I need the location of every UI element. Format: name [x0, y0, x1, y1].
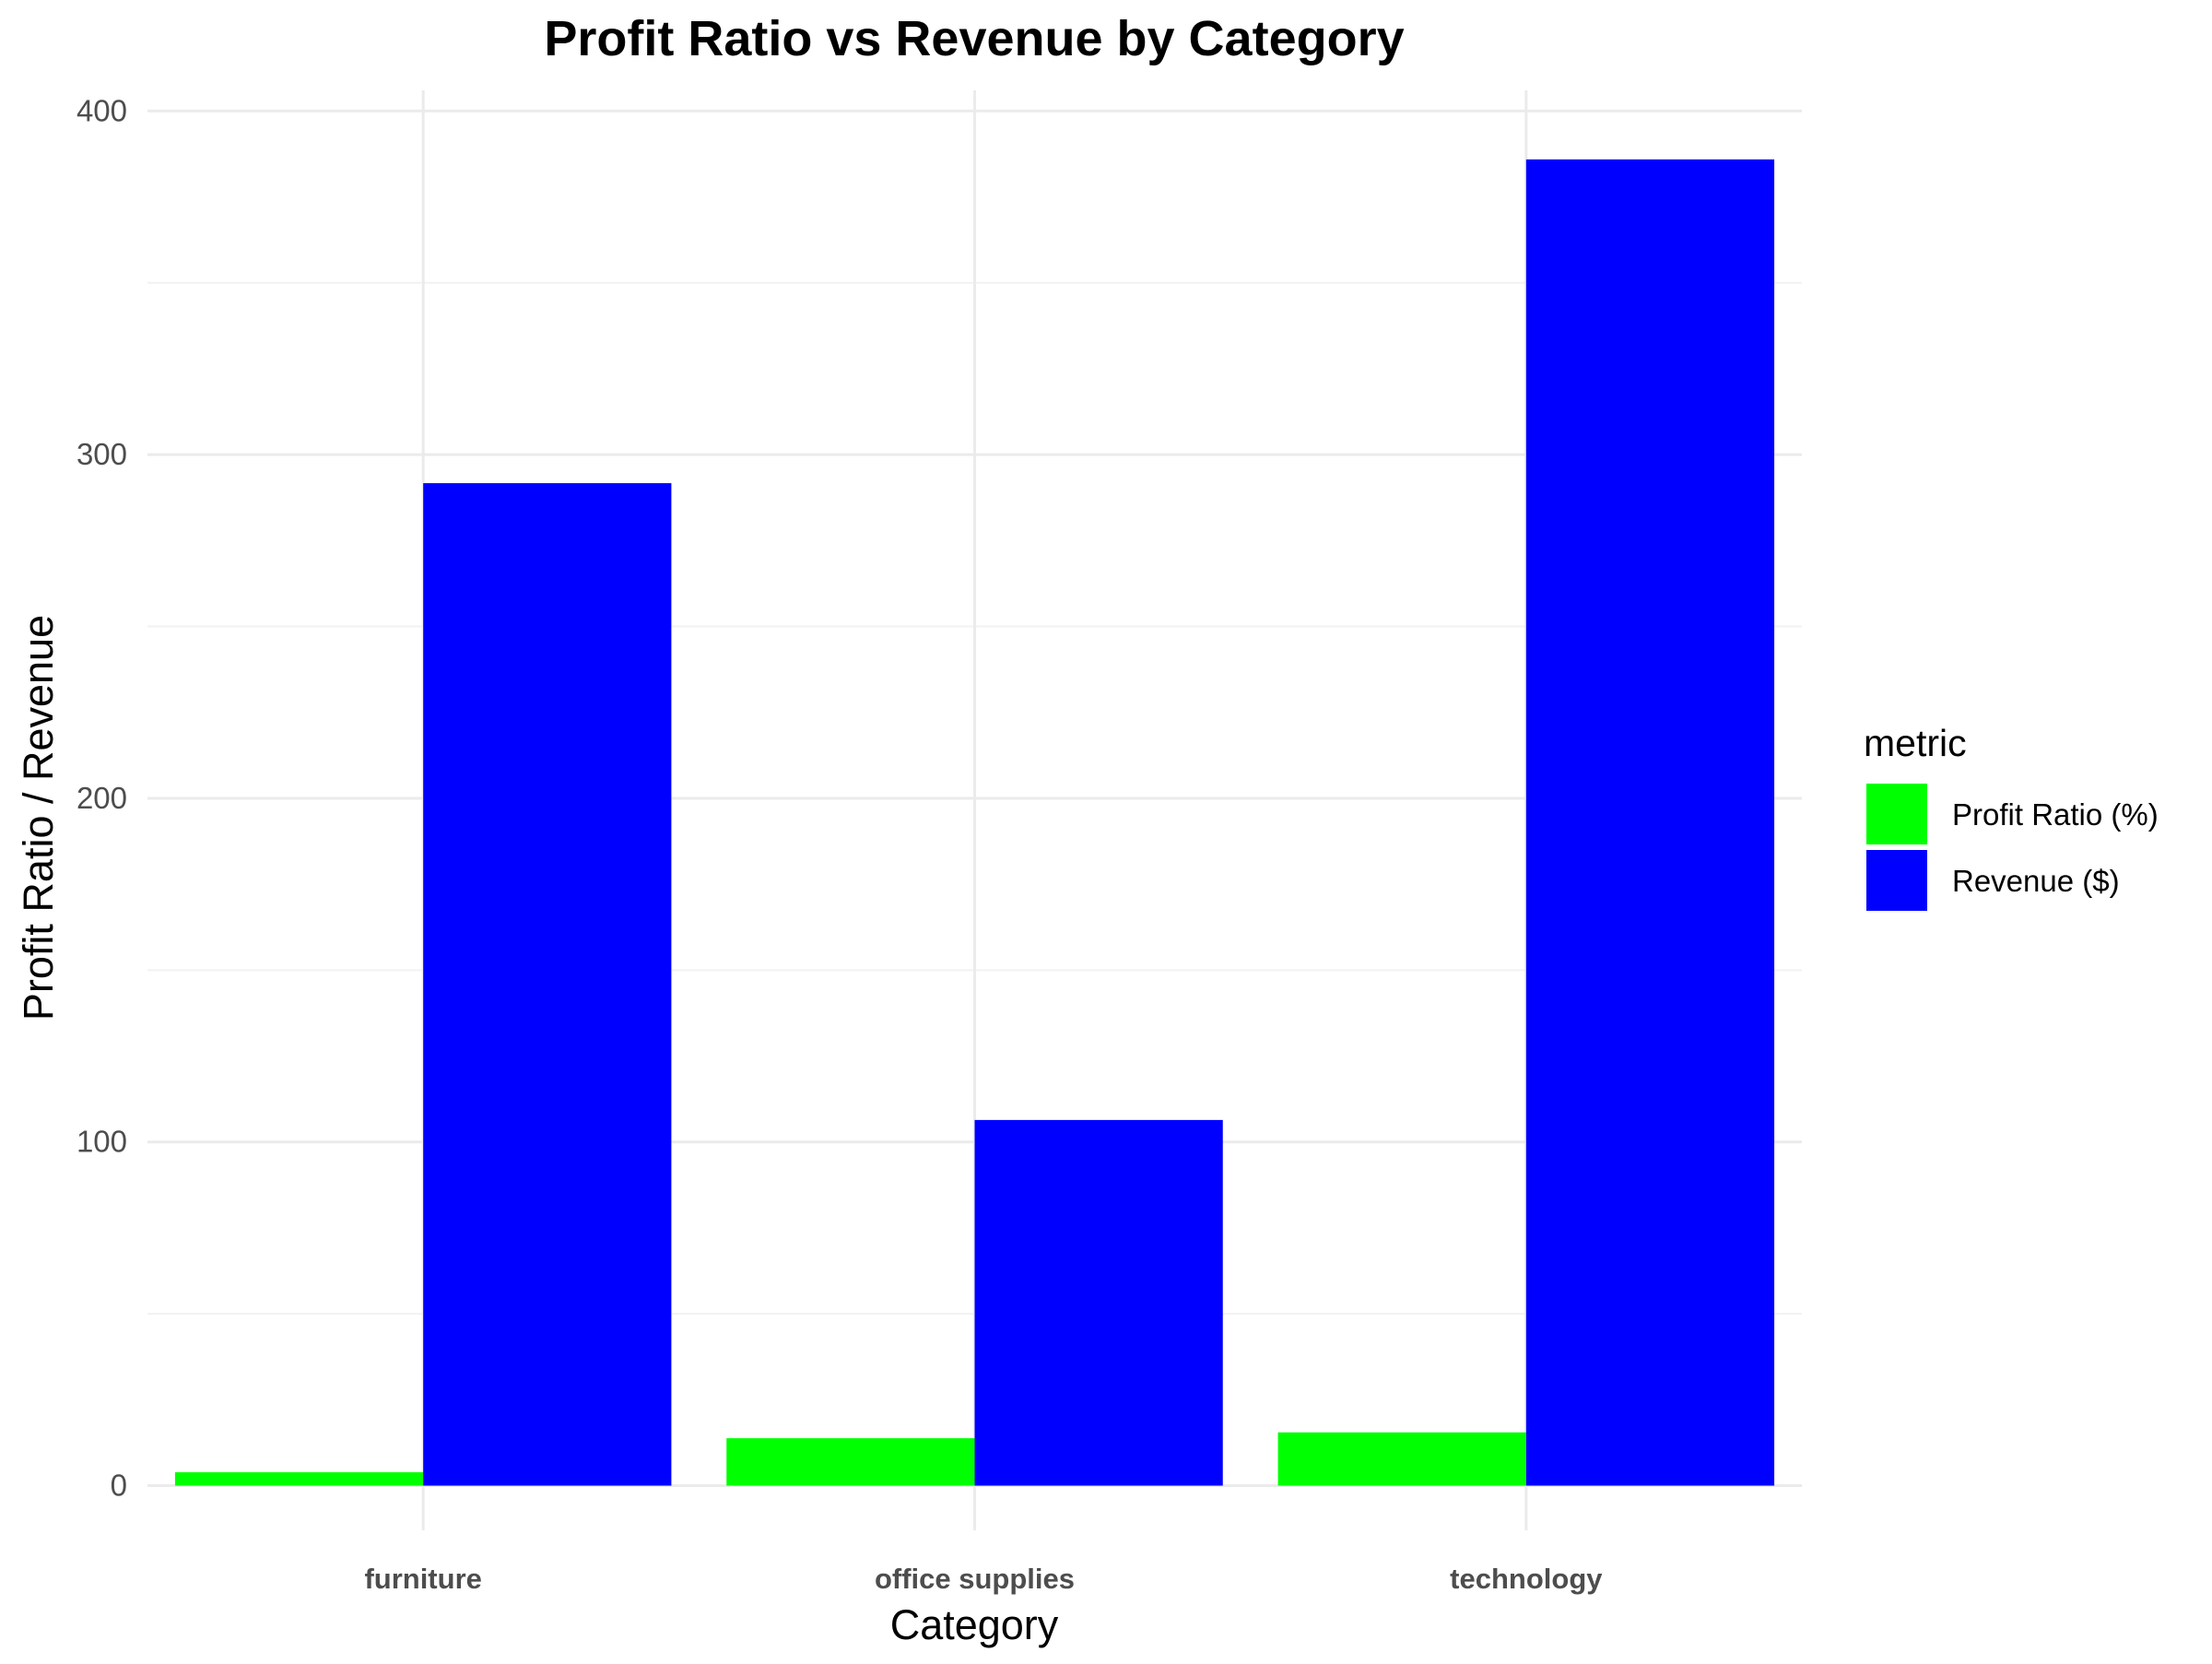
- y-axis-title: Profit Ratio / Revenue: [15, 615, 62, 1021]
- bar-revenue: [974, 1119, 1223, 1486]
- legend-label: Profit Ratio (%): [1952, 797, 2159, 832]
- x-tick-labels: furniture office supplies technology: [364, 1563, 1603, 1595]
- bar-revenue: [1525, 159, 1775, 1486]
- legend-title: metric: [1864, 722, 1967, 764]
- y-tick-label: 100: [76, 1125, 127, 1159]
- chart-title: Profit Ratio vs Revenue by Category: [544, 11, 1404, 66]
- legend-swatch: [1866, 784, 1927, 844]
- legend-swatch: [1866, 850, 1927, 911]
- y-tick-label: 0: [111, 1469, 127, 1503]
- x-tick-label: technology: [1450, 1563, 1603, 1595]
- y-tick-label: 400: [76, 93, 127, 127]
- y-tick-label: 300: [76, 437, 127, 471]
- legend-items: Profit Ratio (%) Revenue ($): [1866, 784, 2159, 911]
- bar-revenue: [423, 483, 672, 1486]
- x-tick-label: office supplies: [875, 1563, 1075, 1595]
- x-axis-title: Category: [890, 1601, 1059, 1648]
- bar-profit-ratio: [726, 1438, 975, 1486]
- legend: metric Profit Ratio (%) Revenue ($): [1864, 722, 2159, 911]
- bar-profit-ratio: [1277, 1432, 1526, 1486]
- y-tick-label: 200: [76, 781, 127, 815]
- bar-layer: [174, 159, 1775, 1486]
- bar-profit-ratio: [174, 1471, 424, 1486]
- y-tick-labels: 0 100 200 300 400: [76, 93, 127, 1502]
- legend-label: Revenue ($): [1952, 864, 2120, 898]
- x-tick-label: furniture: [364, 1563, 481, 1595]
